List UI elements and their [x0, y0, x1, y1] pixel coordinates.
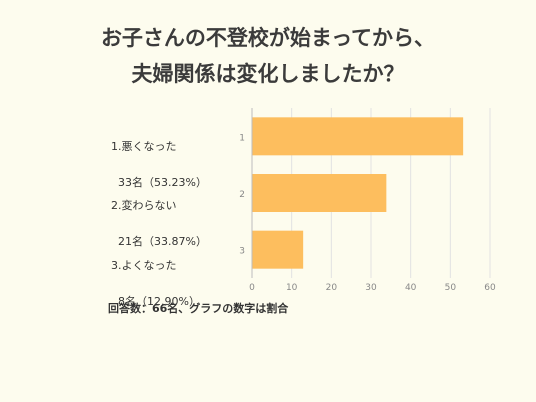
- chart-title-line-1: お子さんの不登校が始まってから、: [100, 26, 436, 50]
- category-label-1: 1.悪くなった 33名（53.23%）: [104, 120, 207, 210]
- category-label-3-detail: 8名（12.90%）: [118, 295, 200, 308]
- x-tick-label-0: 0: [249, 283, 255, 293]
- y-tick-label-2: 2: [239, 190, 245, 200]
- category-label-2: 2.変わらない 21名（33.87%）: [104, 179, 207, 269]
- x-tick-label-50: 50: [445, 283, 457, 293]
- x-tick-label-20: 20: [326, 283, 338, 293]
- x-tick-label-10: 10: [286, 283, 298, 293]
- x-tick-label-40: 40: [405, 283, 417, 293]
- x-tick-label-30: 30: [365, 283, 377, 293]
- y-tick-label-3: 3: [239, 247, 245, 257]
- y-tick-label-1: 1: [239, 133, 245, 143]
- category-label-2-detail: 21名（33.87%）: [118, 235, 207, 248]
- bar-1: [252, 117, 464, 156]
- category-label-3: 3.よくなった 8名（12.90%）: [104, 239, 200, 329]
- bar-2: [252, 174, 387, 212]
- bar-3: [252, 230, 304, 269]
- category-label-1-name: 1.悪くなった: [111, 140, 177, 153]
- footnote: 回答数：66名、グラフの数字は割合: [108, 302, 289, 315]
- category-label-1-detail: 33名（53.23%）: [118, 176, 207, 189]
- category-label-3-name: 3.よくなった: [111, 259, 177, 272]
- x-tick-label-60: 60: [484, 283, 496, 293]
- chart-title-line-2: 夫婦関係は変化しましたか？: [131, 62, 405, 86]
- category-label-2-name: 2.変わらない: [111, 199, 177, 212]
